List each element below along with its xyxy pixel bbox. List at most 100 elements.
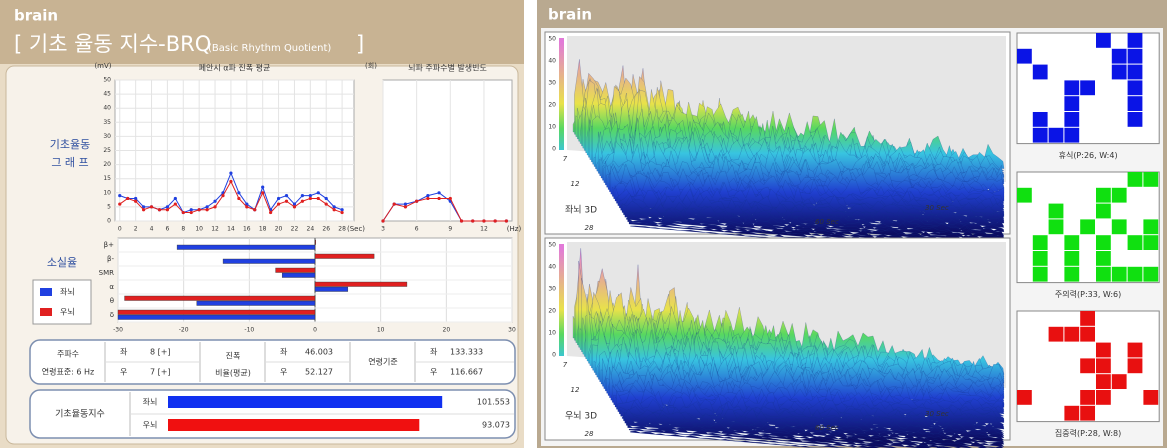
point: [437, 196, 441, 201]
z-tick-label: 20: [548, 308, 556, 315]
cell: 좌: [120, 348, 128, 357]
category-label: β+: [104, 241, 114, 249]
grid-cell: [1127, 48, 1143, 64]
x-tick-label: 6: [165, 226, 169, 233]
point: [149, 205, 154, 209]
cell: 우: [280, 368, 287, 377]
grid-cell: [1127, 112, 1143, 127]
x-tick-label: 6: [415, 226, 419, 233]
category-label: SMR: [99, 269, 114, 277]
point: [332, 208, 336, 212]
point: [332, 205, 336, 209]
value-label: 93.073: [482, 421, 510, 430]
grid-cell: [1127, 172, 1143, 187]
point: [221, 194, 225, 198]
chart-title: 폐안시 α파 진폭 평균: [199, 63, 271, 73]
point: [165, 205, 170, 209]
surface-label: 우뇌 3D: [565, 411, 597, 422]
bar: [314, 253, 375, 259]
legend-swatch: [40, 288, 52, 296]
surface-ridge: [620, 404, 1004, 448]
point: [237, 196, 241, 201]
grid-cell: [1017, 187, 1032, 203]
freq-tick-label: 12: [571, 386, 580, 394]
bar: [314, 286, 349, 292]
point: [403, 202, 408, 206]
point: [237, 191, 241, 195]
x-tick-label: 30: [508, 327, 516, 334]
surface-ridge: [616, 189, 1005, 237]
bar: [196, 300, 316, 306]
point: [340, 208, 344, 212]
point: [316, 196, 320, 201]
point: [245, 202, 249, 206]
point: [300, 194, 304, 198]
grid-cell: [1032, 251, 1048, 266]
x-tick-label: 18: [259, 226, 267, 233]
x-tick-label: 20: [275, 226, 283, 233]
brand: brain: [14, 7, 58, 25]
graph-label: 그 래 프: [51, 156, 88, 169]
cell: 우: [120, 368, 127, 377]
plot-area: [382, 79, 513, 222]
cell: 좌: [280, 348, 288, 357]
z-tick-label: 0: [552, 352, 556, 359]
point: [157, 208, 162, 212]
grid-cell: [1080, 390, 1095, 405]
point: [308, 196, 312, 201]
point: [316, 191, 320, 195]
point: [324, 196, 328, 201]
grid-cell: [1096, 33, 1111, 48]
grid-cell: [1080, 358, 1095, 374]
x-tick-label: 20: [443, 327, 451, 334]
x-tick-label: 9: [448, 226, 452, 233]
title: [ 기초 율동 지수-BRQ: [14, 32, 211, 56]
point: [276, 196, 281, 201]
y-tick-label: 45: [103, 91, 111, 98]
grid-cell: [1096, 203, 1111, 219]
grid-cell: [1080, 326, 1095, 342]
z-tick-label: 50: [548, 242, 556, 249]
point: [300, 199, 304, 203]
x-tick-label: -10: [244, 327, 254, 334]
z-tick-label: 10: [548, 124, 556, 131]
bar: [281, 272, 316, 278]
grid-cell: [1080, 219, 1095, 235]
chart-title: 뇌파 주파수별 발생빈도: [408, 63, 487, 73]
grid-cell: [1096, 251, 1111, 266]
grid-cell: [1032, 127, 1048, 143]
point: [253, 208, 257, 212]
grid-cell: [1048, 127, 1064, 143]
grid-cell: [1127, 235, 1143, 250]
y-tick-label: 50: [103, 77, 111, 84]
point: [504, 219, 508, 223]
x-tick-label: 10: [195, 226, 203, 233]
point: [205, 208, 209, 212]
grid-cell: [1111, 374, 1127, 389]
bar: [222, 258, 316, 264]
point: [324, 202, 328, 206]
point: [245, 205, 249, 209]
y-tick-label: 40: [103, 105, 111, 112]
y-tick-label: 35: [103, 119, 111, 126]
color-bar: [559, 244, 564, 356]
point: [229, 171, 233, 175]
grid-cell: [1017, 48, 1032, 64]
x-tick-label: 4: [150, 226, 154, 233]
cell: 연령기준: [368, 358, 397, 367]
grid-cell: [1096, 235, 1111, 250]
cell: 8 [+]: [150, 348, 171, 357]
point: [426, 194, 430, 198]
z-tick-label: 40: [548, 264, 556, 271]
grid-cell: [1143, 390, 1159, 405]
point: [165, 208, 170, 212]
grid-cell: [1080, 311, 1095, 326]
z-tick-label: 30: [548, 80, 556, 87]
bar: [176, 244, 316, 250]
grid-cell: [1096, 342, 1111, 358]
point: [292, 202, 297, 206]
point: [181, 210, 185, 215]
grid-cell: [1111, 187, 1127, 203]
grid-cell: [1064, 96, 1080, 111]
x-tick-label: 12: [211, 226, 219, 233]
